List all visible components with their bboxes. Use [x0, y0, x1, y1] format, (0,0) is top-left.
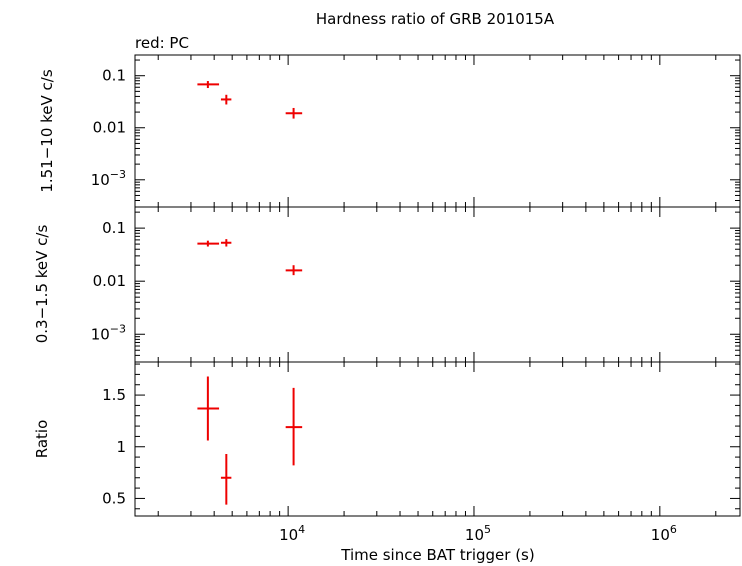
y-axis-label: 0.3−1.5 keV c/s	[33, 225, 51, 344]
chart-panels: 0.1 0.01 10−3 1.51−10 keV c/s 0.1 0.01 10−3 0.3…	[33, 54, 741, 544]
y-tick-label: 10−3	[91, 322, 126, 343]
panel-1: 0.1 0.01 10−3 1.51−10 keV c/s	[38, 54, 741, 208]
panel-frame	[134, 54, 741, 208]
y-axis-label: 1.51−10 keV c/s	[38, 69, 56, 193]
panel-frame	[134, 361, 741, 517]
y-tick-label: 0.01	[93, 272, 126, 290]
x-tick-label: 104	[279, 523, 305, 544]
chart-subtitle: red: PC	[135, 34, 189, 52]
y-axis-label: Ratio	[33, 420, 51, 459]
y-tick-label: 0.5	[102, 489, 126, 507]
x-tick-label: 106	[651, 523, 677, 544]
y-tick-label: 1.5	[102, 386, 126, 404]
chart-title: Hardness ratio of GRB 201015A	[316, 10, 555, 28]
y-tick-label: 0.1	[102, 67, 126, 85]
y-tick-label: 10−3	[91, 168, 126, 189]
x-axis-label: Time since BAT trigger (s)	[340, 546, 534, 564]
y-tick-label: 0.1	[102, 219, 126, 237]
panel-frame	[134, 206, 741, 363]
x-tick-label: 105	[465, 523, 491, 544]
panel-2: 0.1 0.01 10−3 0.3−1.5 keV c/s	[33, 206, 741, 363]
y-tick-label: 1	[116, 438, 126, 456]
y-tick-label: 0.01	[93, 119, 126, 137]
panel-3: 1.5 1 0.5 Ratio	[33, 361, 741, 517]
